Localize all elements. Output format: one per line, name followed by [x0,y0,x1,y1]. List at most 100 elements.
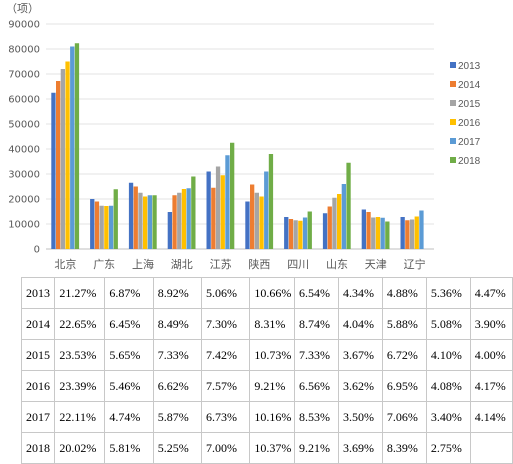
x-tick-label: 上海 [132,257,154,271]
y-tick-label: 80000 [8,45,40,56]
share-cell: 9.21% [294,432,339,464]
bar-2017-3 [186,188,191,249]
share-cell: 5.88% [381,308,427,340]
share-cell: 23.53% [54,339,106,371]
bar-2015-8 [371,217,376,249]
bar-2017-4 [225,155,230,249]
share-cell: 8.92% [152,277,203,309]
bar-2017-8 [380,217,385,249]
bar-2017-6 [302,217,308,249]
share-cell: 6.56% [294,370,339,402]
share-cell: 4.34% [337,277,383,309]
bar-2015-0 [60,69,65,249]
share-cell: 10.73% [249,339,296,371]
x-axis-ticks: 北京 广东 上海 湖北 江苏 陕西 四川 山东 天津 辽宁 [54,257,425,271]
bar-2014-3 [172,195,177,249]
y-tick-label: 40000 [8,145,40,156]
bar-2014-7 [327,206,332,249]
x-tick-label: 湖北 [171,258,193,271]
share-cell: 10.16% [249,401,296,433]
share-cell: 5.08% [425,308,471,340]
bar-2013-5 [245,201,250,249]
share-cell: 5.06% [201,277,251,309]
legend-swatch [450,157,456,163]
year-cell: 2015 [20,339,56,371]
bar-2016-9 [414,216,419,249]
bar-2014-5 [250,184,255,249]
share-cell: 7.00% [201,432,251,464]
share-cell: 22.65% [54,308,106,340]
legend-label: 2013 [458,61,481,72]
y-tick-label: 0 [34,245,40,256]
bar-2018-7 [346,162,351,249]
table-row: 2018 20.02% 5.81% 5.25% 7.00% 10.37% 9.21% 3.69… [20,432,513,464]
bar-2018-8 [385,221,390,249]
table-row: 2013 21.27% 6.87% 8.92% 5.06% 10.66% 6.54% 4.34… [20,277,513,309]
bar-2017-9 [419,210,424,249]
bar-2018-6 [307,211,312,249]
y-axis-ticks: 0 10000 20000 30000 40000 50000 60000 70000 8000… [8,20,40,256]
share-cell: 6.54% [294,277,339,309]
share-table: 2013 21.27% 6.87% 8.92% 5.06% 10.66% 6.54% 4.34… [20,277,513,464]
legend-label: 2016 [458,118,481,129]
bar-2018-4 [230,142,235,249]
bar-2014-8 [366,212,371,249]
y-tick-label: 20000 [8,195,40,206]
bar-2018-0 [74,43,80,249]
share-cell: 5.25% [152,432,203,464]
x-tick-label: 江苏 [210,258,232,271]
bar-2015-3 [177,192,182,249]
share-cell: 4.88% [381,277,427,309]
y-tick-label: 10000 [8,220,40,231]
bar-2014-2 [133,186,138,249]
legend-swatch [450,119,456,125]
share-cell: 4.10% [425,339,471,371]
share-cell: 5.81% [104,432,154,464]
share-cell: 8.53% [294,401,339,433]
x-tick-label: 天津 [365,258,387,271]
share-cell: 8.31% [249,308,296,340]
bar-2013-8 [361,209,366,249]
bar-2016-6 [298,220,303,249]
bar-2013-2 [128,182,134,249]
share-cell: 3.50% [337,401,383,433]
bar-2018-5 [268,154,274,249]
share-cell: 3.40% [425,401,471,433]
y-tick-label: 90000 [8,20,40,31]
share-cell: 6.73% [201,401,251,433]
share-cell: 5.46% [104,370,154,402]
legend-label: 2017 [458,137,481,148]
bar-2015-5 [254,192,259,249]
share-cell: 4.14% [469,401,513,433]
bar-2016-5 [259,196,264,249]
share-cell: 21.27% [54,277,106,309]
bars [51,43,424,249]
share-cell: 5.65% [104,339,154,371]
bar-2017-7 [341,184,346,249]
bar-2016-2 [143,196,148,249]
x-tick-label: 北京 [54,257,76,271]
bar-2017-2 [147,195,152,249]
share-cell: 3.69% [337,432,383,464]
bar-2013-1 [90,199,95,249]
legend-label: 2015 [458,99,481,110]
share-cell: 5.87% [152,401,203,433]
bar-2014-4 [211,187,216,249]
table-row: 2016 23.39% 5.46% 6.62% 7.57% 9.21% 6.56% 3.62%… [20,370,513,402]
bar-2017-5 [264,171,269,249]
share-cell: 7.33% [294,339,339,371]
legend-swatch [450,62,456,68]
legend-swatch [450,81,456,87]
share-cell: 3.62% [337,370,383,402]
x-tick-label: 四川 [287,258,309,271]
legend-label: 2014 [458,80,481,91]
bar-2018-3 [191,176,196,249]
share-cell: 6.62% [152,370,203,402]
bar-2014-1 [94,201,100,249]
x-tick-label: 广东 [93,258,115,271]
year-cell: 2014 [20,308,56,340]
share-cell: 4.08% [425,370,471,402]
bar-2014-9 [405,220,410,249]
year-cell: 2013 [20,277,56,309]
share-cell: 7.57% [201,370,251,402]
